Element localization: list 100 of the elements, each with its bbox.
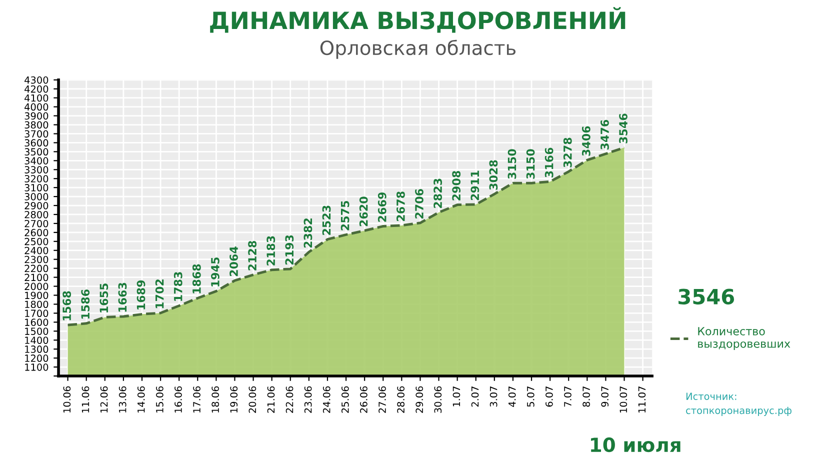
y-tick-label: 1800 (25, 300, 48, 308)
data-label: 2183 (266, 236, 276, 266)
x-tick-label: 17.06 (193, 386, 200, 412)
data-label: 2193 (285, 235, 294, 264)
data-label: 3476 (600, 120, 609, 150)
y-tick-label: 1200 (25, 354, 48, 362)
x-tick-label: 30.06 (434, 386, 442, 413)
x-tick-label: 24.06 (322, 386, 330, 413)
chart-title: ДИНАМИКА ВЫЗДОРОВЛЕНИЙ (210, 7, 626, 33)
x-tick-label: 3.07 (490, 386, 498, 407)
y-tick-label: 1700 (25, 310, 48, 318)
data-label: 1663 (118, 282, 127, 312)
y-tick-label: 1100 (25, 364, 48, 371)
x-tick-label: 11.07 (638, 386, 646, 412)
x-tick-label: 1.07 (452, 386, 460, 406)
x-tick-label: 18.06 (212, 386, 220, 412)
text: Источник: (686, 392, 736, 400)
x-tick-label: 23.06 (304, 386, 312, 413)
data-label: 3166 (544, 148, 554, 178)
y-tick-label: 3700 (24, 130, 48, 138)
text: стопкоронавирус.рф (686, 406, 792, 416)
y-tick-label: 2400 (24, 246, 48, 254)
x-tick-label: 26.06 (360, 386, 368, 413)
data-label: 2064 (230, 246, 238, 276)
data-label: 2823 (434, 178, 442, 208)
data-label: 2669 (378, 192, 386, 222)
x-tick-label: 20.06 (248, 386, 256, 413)
data-label: 1868 (192, 264, 201, 294)
x-tick-label: 7.07 (564, 386, 572, 407)
chart-subtitle: Орловская область (320, 40, 516, 59)
data-label: 1568 (62, 291, 72, 320)
data-label: 1655 (100, 283, 108, 312)
data-label: 2908 (452, 170, 461, 200)
y-tick-label: 3000 (24, 193, 48, 200)
x-tick-label: 10.06 (63, 386, 71, 412)
y-tick-label: 2700 (24, 220, 48, 228)
y-tick-label: 2600 (24, 228, 48, 236)
x-tick-label: 2.07 (471, 386, 479, 407)
x-tick-label: 4.07 (508, 386, 516, 407)
x-tick-label: 28.06 (397, 386, 404, 413)
data-label: 2620 (359, 196, 368, 226)
text: 10 июля (591, 437, 680, 452)
y-tick-label: 2000 (24, 282, 48, 290)
data-label: 2128 (248, 240, 257, 270)
data-label: 2678 (396, 192, 405, 221)
y-tick-label: 1400 (25, 336, 48, 344)
y-tick-label: 4300 (24, 76, 48, 84)
data-label: 1783 (174, 272, 182, 301)
y-tick-label: 2300 (24, 256, 48, 264)
x-tick-label: 29.06 (416, 386, 424, 413)
y-tick-label: 2100 (24, 274, 48, 282)
x-tick-label: 9.07 (601, 386, 609, 407)
y-tick-label: 1900 (25, 292, 48, 300)
y-tick-label: 2800 (24, 210, 48, 218)
y-tick-label: 3900 (24, 112, 48, 120)
x-tick-label: 22.06 (286, 386, 294, 413)
y-tick-label: 4000 (24, 103, 48, 111)
y-tick-label: 3500 (24, 148, 48, 156)
y-tick-label: 3800 (24, 121, 48, 129)
x-tick-label: 6.07 (546, 386, 553, 407)
x-tick-label: 10.07 (620, 386, 628, 412)
data-label: 2523 (322, 206, 331, 235)
y-tick-label: 3100 (24, 184, 48, 192)
y-tick-label: 3200 (24, 175, 48, 182)
y-tick-label: 1600 (25, 318, 48, 326)
y-tick-label: 2200 (24, 264, 48, 272)
data-label: 3406 (582, 126, 590, 156)
data-label: 2382 (304, 218, 312, 248)
x-tick-label: 21.06 (267, 386, 275, 413)
x-tick-label: 12.06 (100, 386, 108, 412)
y-tick-label: 1300 (25, 346, 48, 353)
text: 3546 (678, 288, 734, 304)
x-tick-label: 27.06 (378, 386, 386, 413)
x-tick-label: 5.07 (526, 386, 534, 407)
y-tick-label: 4200 (24, 85, 48, 93)
data-label: 3546 (619, 114, 628, 144)
y-tick-label: 1500 (25, 328, 48, 335)
data-label: 1689 (136, 280, 146, 310)
y-tick-label: 4100 (24, 94, 48, 102)
data-label: 3150 (508, 149, 516, 179)
x-tick-label: 14.06 (137, 386, 145, 412)
y-tick-label: 3300 (24, 166, 48, 174)
x-tick-label: 25.06 (341, 386, 349, 413)
x-tick-label: 19.06 (230, 386, 238, 412)
x-tick-label: 8.07 (582, 386, 590, 407)
data-label: 1586 (81, 290, 90, 319)
x-tick-label: 13.06 (118, 386, 126, 412)
legend-label: Количество выздоровевших (698, 327, 790, 350)
y-tick-label: 2900 (24, 202, 48, 210)
y-tick-label: 2500 (24, 238, 48, 246)
x-tick-label: 16.06 (174, 386, 182, 412)
data-label: 3150 (526, 149, 535, 179)
data-label: 3278 (563, 138, 572, 168)
data-label: 2575 (340, 200, 350, 230)
data-label: 2706 (415, 189, 424, 218)
data-label: 1945 (211, 257, 220, 286)
y-tick-label: 3400 (24, 157, 48, 164)
data-label: 3028 (489, 160, 498, 190)
x-tick-label: 15.06 (156, 386, 164, 412)
y-tick-label: 3600 (24, 139, 48, 147)
